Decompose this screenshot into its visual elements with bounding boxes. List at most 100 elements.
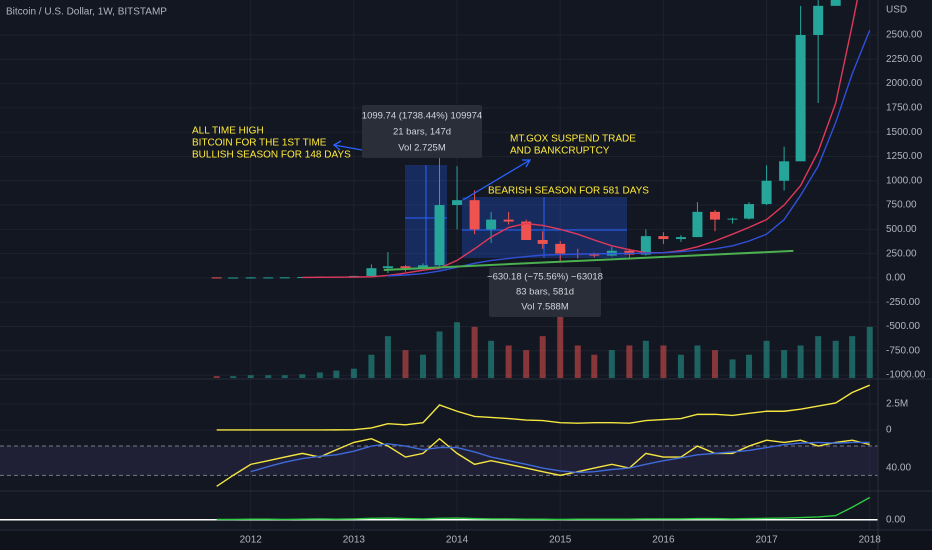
- candle-body: [279, 277, 290, 279]
- x-tick-label: 2015: [549, 535, 572, 546]
- arrow: [462, 159, 531, 201]
- volume-bar: [677, 354, 684, 378]
- candle-body: [779, 161, 790, 181]
- series-line: [216, 438, 870, 487]
- volume-bar: [746, 354, 753, 378]
- y-tick-label: -750.00: [886, 345, 920, 356]
- candle-body: [658, 236, 669, 240]
- x-tick-label: 2017: [755, 535, 778, 546]
- arrow: [333, 144, 363, 151]
- volume-bar: [694, 345, 701, 378]
- x-tick-label: 2018: [859, 535, 882, 546]
- y-tick-label: 750.00: [886, 200, 917, 211]
- y-tick-label: 1250.00: [886, 151, 923, 162]
- candle-body: [761, 180, 772, 205]
- candle-body: [366, 268, 377, 276]
- volume-bar: [591, 354, 598, 378]
- y-tick-label: 1000.00: [886, 175, 923, 186]
- y-tick-label: 2000.00: [886, 78, 923, 89]
- candle-body: [813, 5, 824, 35]
- y-tick-label: 40.00: [886, 463, 911, 474]
- candle-body: [228, 277, 239, 279]
- annotation: ALL TIME HIGH: [192, 126, 264, 137]
- volume-bar: [247, 375, 254, 378]
- candle-body: [297, 277, 308, 279]
- candle-body: [400, 266, 411, 269]
- candle-body: [709, 211, 720, 220]
- volume-bar: [350, 368, 357, 378]
- volume-bar: [763, 340, 770, 378]
- y-tick-label: 0.00: [886, 514, 906, 525]
- arrow-head: [522, 159, 532, 168]
- x-tick-label: 2013: [343, 535, 366, 546]
- candle-body: [675, 237, 686, 240]
- y-tick-label: 2.5M: [886, 399, 908, 410]
- volume-bar: [505, 345, 512, 378]
- candle-body: [486, 219, 497, 230]
- candle-body: [795, 34, 806, 162]
- measure-label: 21 bars, 147d: [393, 127, 451, 138]
- volume-bar: [230, 376, 237, 378]
- y-tick-label: -250.00: [886, 297, 920, 308]
- series-line: [302, 0, 858, 279]
- volume-bar: [797, 345, 804, 378]
- volume-bar: [849, 336, 856, 378]
- osc-layer: [216, 496, 871, 521]
- x-tick-label: 2016: [652, 535, 675, 546]
- axis-layer: 2012 2013 2014 2015 2016 2017 2018 2500.00 2250.…: [240, 30, 926, 546]
- annotation: BITCOIN FOR THE 1ST TIME: [192, 138, 327, 149]
- annotation: AND BANKCRUPTCY: [510, 146, 610, 157]
- series-line: [250, 441, 870, 474]
- volume-bar: [368, 354, 375, 378]
- y-axis-label: USD: [886, 5, 907, 16]
- volume-bar: [626, 345, 633, 378]
- y-tick-label: 1750.00: [886, 103, 923, 114]
- volume-bar: [866, 326, 873, 378]
- volume-bar: [729, 359, 736, 378]
- x-axis-band: [0, 530, 932, 550]
- candle-body: [640, 236, 651, 255]
- volume-bar: [815, 336, 822, 378]
- volume-bar: [557, 312, 564, 378]
- band: [0, 446, 878, 476]
- candle-body: [727, 218, 738, 220]
- candle-body: [503, 219, 514, 222]
- price-layer: [211, 0, 871, 279]
- grid-layer: [0, 0, 878, 530]
- measure-label: Vol 7.588M: [521, 302, 569, 313]
- volume-bar: [384, 336, 391, 378]
- volume-bar: [539, 336, 546, 378]
- measure-label: −630.18 (−75.56%) −63018: [487, 272, 603, 283]
- volume-bar: [316, 372, 323, 378]
- volume-layer: [213, 312, 873, 378]
- volume-bar: [402, 350, 409, 378]
- y-tick-label: 1500.00: [886, 127, 923, 138]
- candle-body: [555, 243, 566, 254]
- measure-label-box: [489, 267, 601, 317]
- volume-bar: [420, 354, 427, 378]
- candle-body: [434, 205, 445, 266]
- y-tick-label: 250.00: [886, 248, 917, 259]
- measure-label: Vol 2.725M: [398, 143, 446, 154]
- volume-bar: [523, 350, 530, 378]
- candle-body: [744, 204, 755, 219]
- volume-bar: [488, 340, 495, 378]
- candle-body: [418, 265, 429, 269]
- volume-bar: [711, 350, 718, 378]
- volume-bar: [299, 374, 306, 378]
- y-tick-label: 2500.00: [886, 30, 923, 41]
- y-tick-label: 2250.00: [886, 54, 923, 65]
- y-tick-label: -1000.00: [886, 370, 926, 381]
- y-tick-label: -500.00: [886, 321, 920, 332]
- volume-bar: [608, 350, 615, 378]
- obv-layer: [216, 384, 871, 431]
- volume-bar: [781, 350, 788, 378]
- candle-body: [537, 240, 548, 244]
- candle-body: [521, 221, 532, 241]
- chart-title: Bitcoin / U.S. Dollar, 1W, BITSTAMP: [6, 7, 167, 18]
- volume-bar: [213, 376, 220, 378]
- x-tick-label: 2014: [446, 535, 469, 546]
- rsi-layer: [0, 438, 878, 487]
